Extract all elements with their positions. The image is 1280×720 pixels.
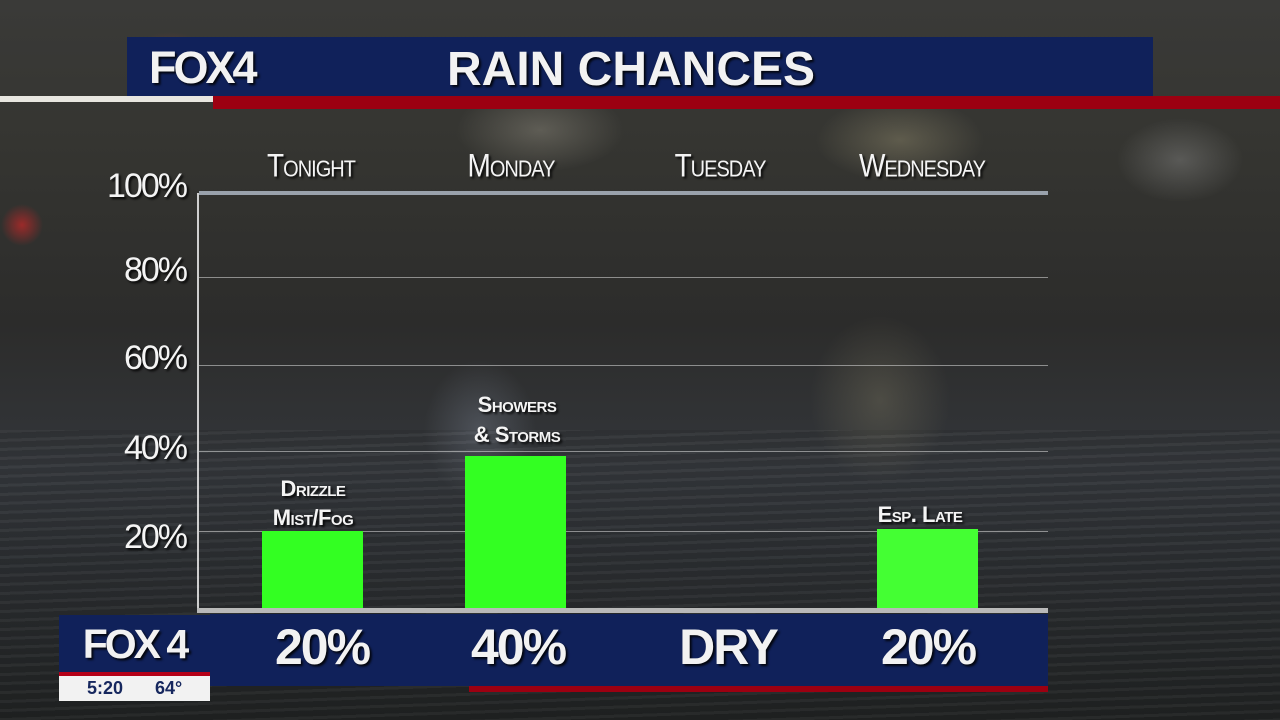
value-tuesday: DRY	[679, 619, 779, 675]
x-axis-baseline	[197, 608, 1048, 613]
y-axis	[197, 193, 199, 611]
bug-logo-panel: FOX 4	[59, 615, 210, 672]
bar-label-monday-line2: & Storms	[473, 422, 561, 447]
bar-label-tonight-line1: Drizzle	[280, 476, 346, 501]
bar-label-monday-line1: Showers	[477, 392, 557, 417]
bug-red-line	[59, 672, 210, 676]
value-tonight: 20%	[274, 619, 371, 675]
title-banner: FOX4 RAIN CHANCES	[127, 37, 1153, 96]
y-tick-60: 60%	[123, 339, 188, 377]
value-band-red-accent	[469, 686, 1048, 692]
station-bug: FOX 4 5:20 64°	[59, 615, 210, 701]
bar-monday	[465, 456, 566, 608]
bar-wednesday	[877, 529, 978, 608]
gridline-60	[199, 365, 1048, 366]
page-title: RAIN CHANCES	[447, 43, 816, 96]
value-wednesday: 20%	[880, 619, 977, 675]
day-label-wednesday: Wednesday	[859, 147, 986, 184]
bar-label-wednesday: Esp. Late	[877, 502, 963, 527]
y-tick-20: 20%	[123, 518, 188, 556]
day-label-tonight: Tonight	[267, 147, 356, 184]
bug-temperature: 64°	[155, 678, 183, 698]
gridline-40	[199, 451, 1048, 452]
banner-red-accent	[213, 96, 1280, 109]
gridline-20	[199, 531, 1048, 532]
y-tick-80: 80%	[123, 251, 188, 289]
bug-time: 5:20	[87, 678, 124, 698]
y-tick-40: 40%	[123, 429, 188, 467]
gridline-80	[199, 277, 1048, 278]
day-label-tuesday: Tuesday	[674, 147, 767, 184]
y-tick-100: 100%	[107, 167, 188, 205]
fox4-logo: FOX4	[149, 42, 258, 93]
value-band	[210, 614, 1048, 686]
value-monday: 40%	[470, 619, 567, 675]
day-label-monday: Monday	[467, 147, 556, 184]
banner-white-accent	[0, 96, 213, 102]
bug-fox4-logo: FOX 4	[82, 621, 189, 667]
gridline-100	[199, 191, 1048, 195]
bar-tonight	[262, 531, 363, 608]
bar-label-tonight-line2: Mist/Fog	[272, 505, 354, 530]
